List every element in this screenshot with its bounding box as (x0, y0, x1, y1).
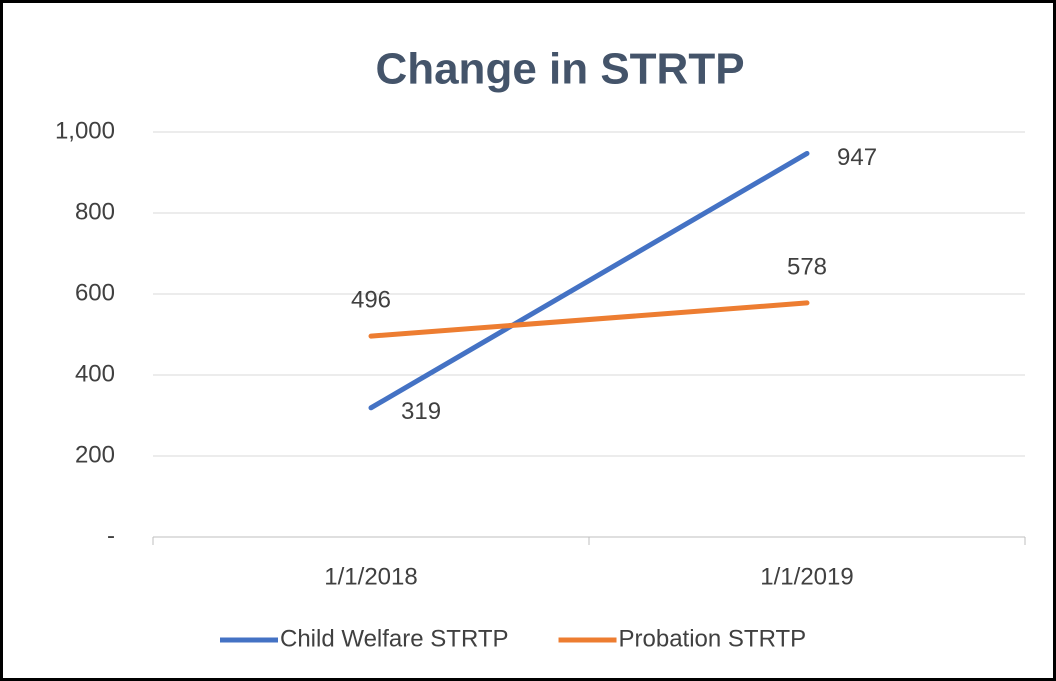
legend-label: Probation STRTP (619, 625, 807, 652)
legend-label: Child Welfare STRTP (280, 625, 509, 652)
y-tick-label: - (107, 522, 115, 549)
series-line (368, 300, 810, 339)
data-label: 578 (787, 253, 827, 280)
y-tick-label: 200 (75, 441, 115, 468)
data-label: 947 (837, 144, 877, 171)
y-tick-label: 1,000 (55, 117, 115, 144)
x-tick-label: 1/1/2018 (324, 563, 417, 590)
data-label: 319 (401, 398, 441, 425)
series-line (368, 150, 810, 411)
y-tick-label: 400 (75, 360, 115, 387)
y-tick-label: 800 (75, 198, 115, 225)
data-label: 496 (351, 286, 391, 313)
y-tick-label: 600 (75, 279, 115, 306)
x-tick-label: 1/1/2019 (760, 563, 853, 590)
chart-title: Change in STRTP (375, 45, 744, 94)
